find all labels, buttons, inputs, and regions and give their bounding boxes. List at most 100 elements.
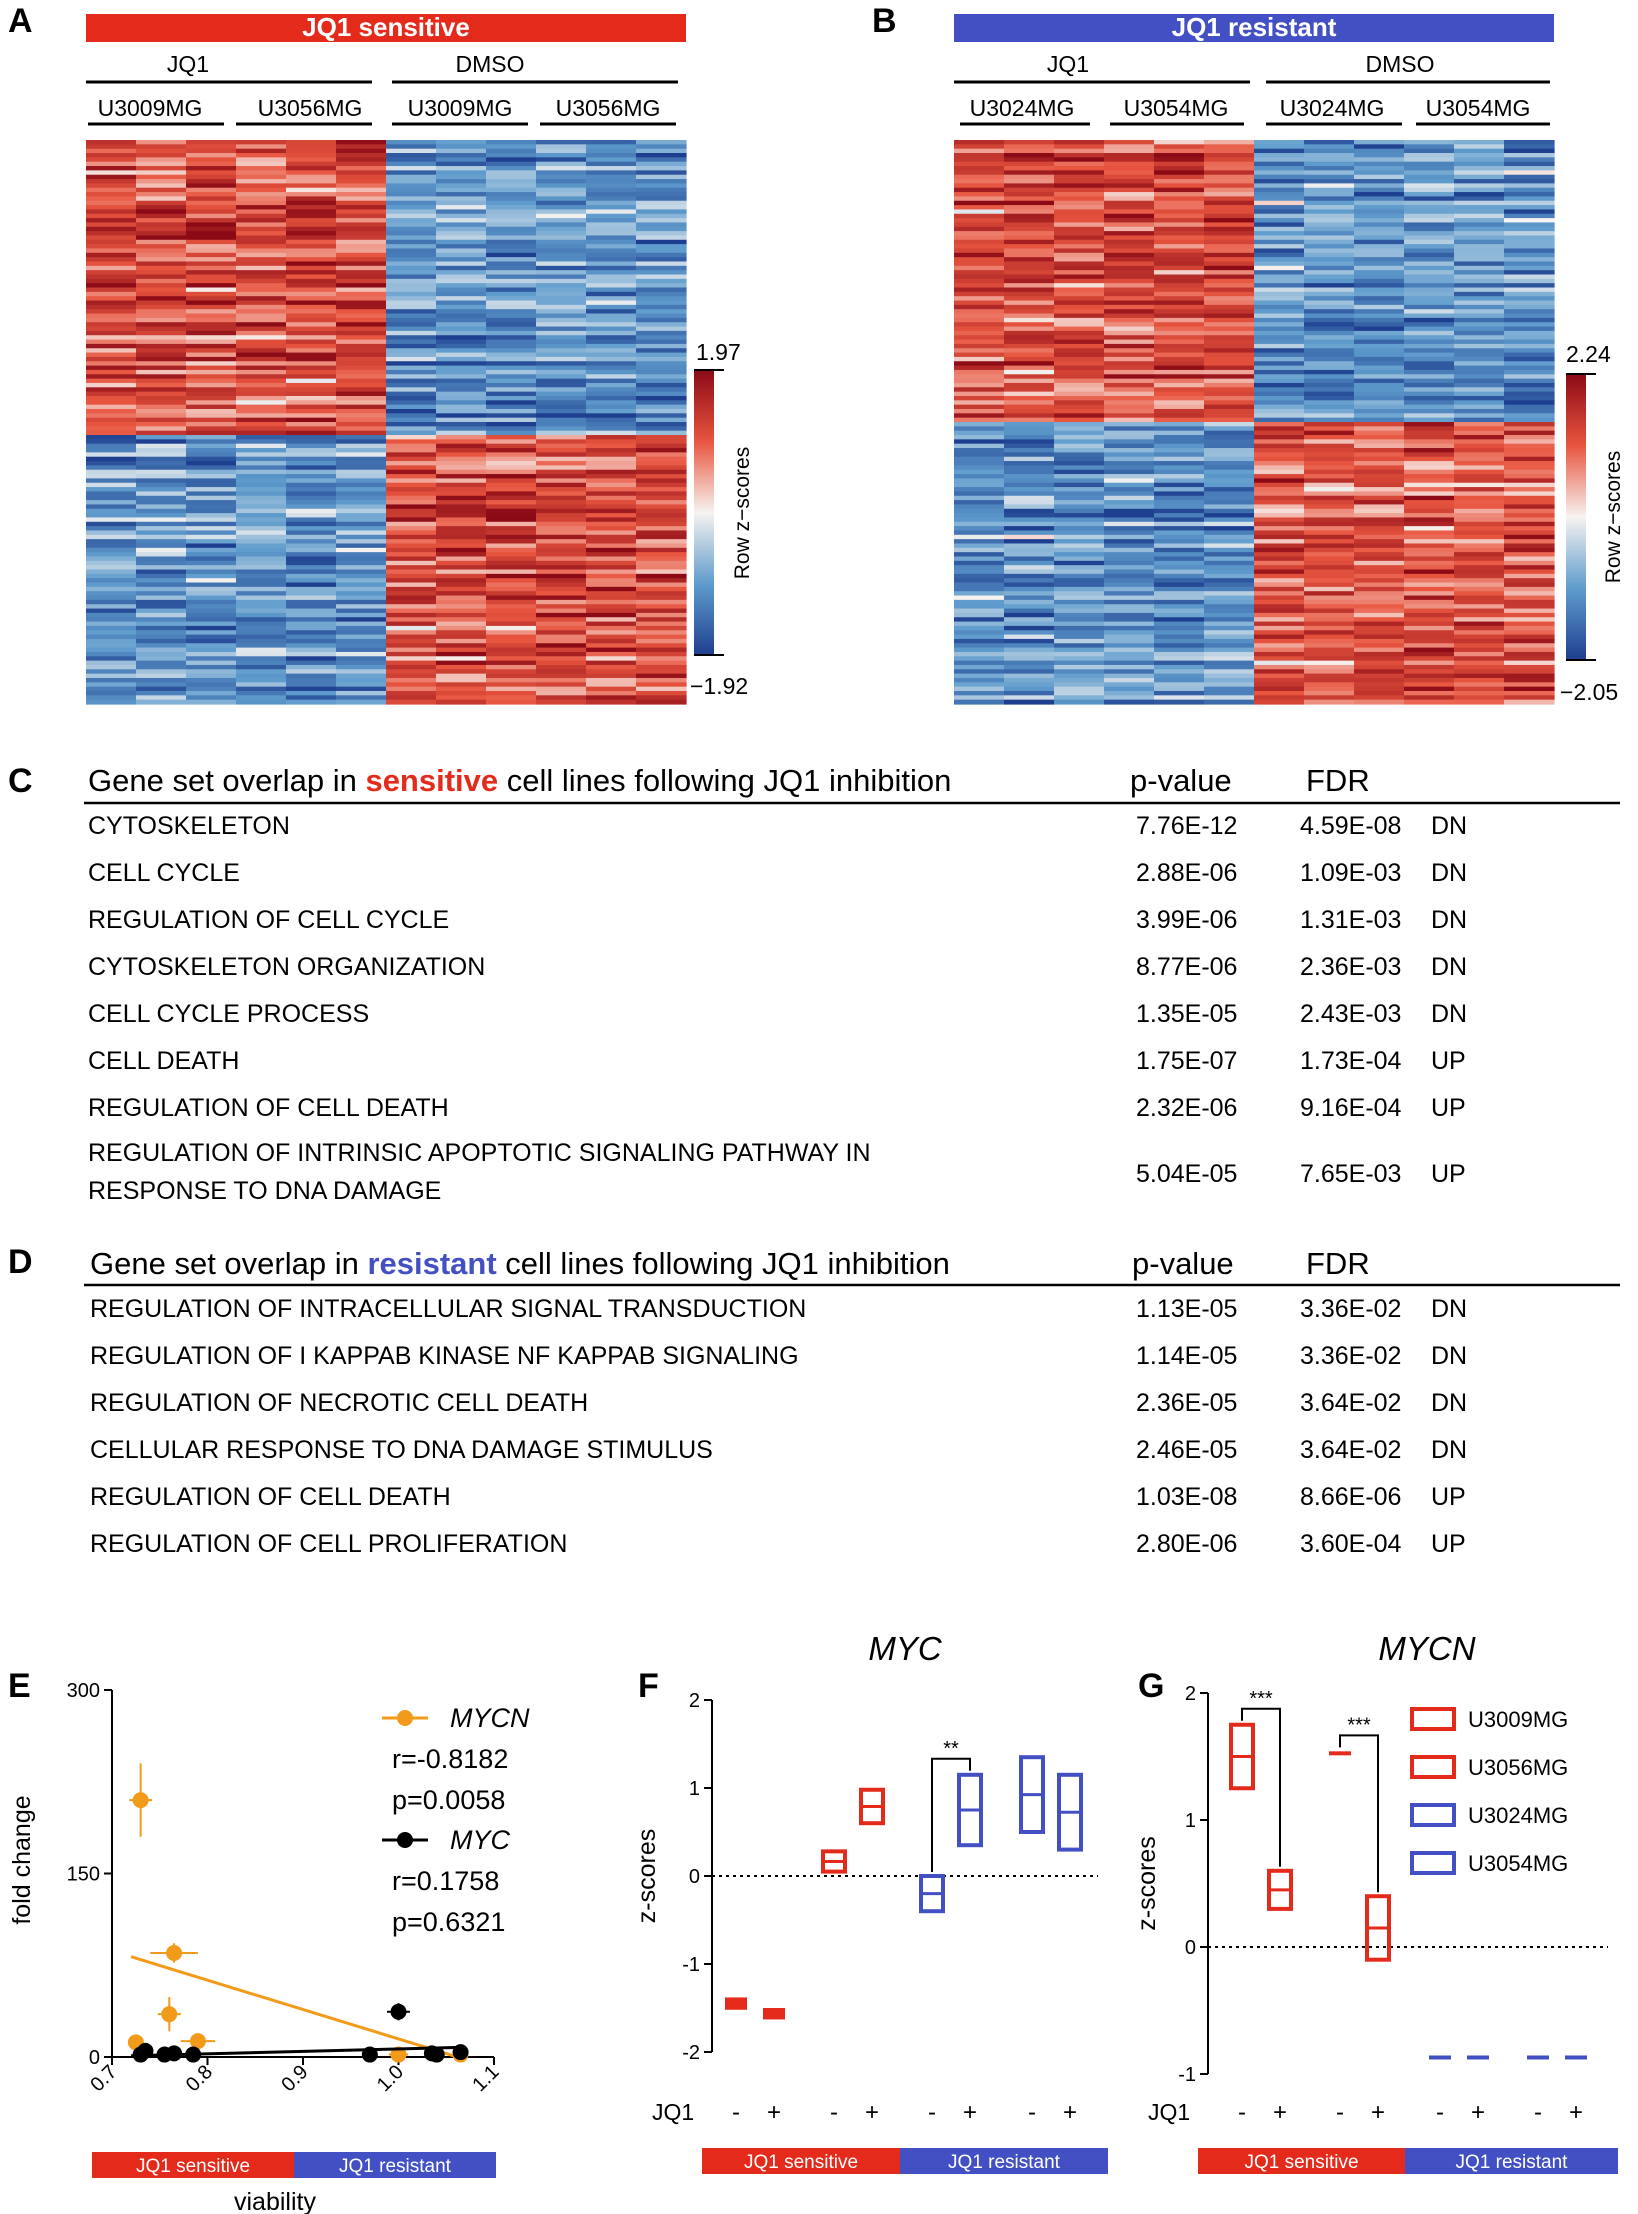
heatmap-cell <box>586 170 637 176</box>
heatmap-cell <box>1104 317 1155 323</box>
heatmap-cell <box>186 283 237 289</box>
heatmap-cell <box>1104 591 1155 597</box>
heatmap-cell <box>1054 556 1105 562</box>
heatmap-cell <box>636 382 687 388</box>
heatmap-cell <box>1204 673 1255 679</box>
heatmap-cell <box>954 278 1005 284</box>
heatmap-cell <box>1454 291 1505 297</box>
heatmap-cell <box>1454 270 1505 276</box>
legend-marker <box>397 1710 413 1726</box>
heatmap-cell <box>136 235 187 241</box>
fdr-value: 1.31E-03 <box>1300 906 1401 934</box>
heatmap-cell <box>1454 617 1505 623</box>
heatmap-cell <box>954 547 1005 553</box>
heatmap-cell <box>1004 448 1055 453</box>
heatmap-cell <box>136 513 187 519</box>
heatmap-cell <box>1404 461 1455 466</box>
heatmap-cell <box>954 144 1005 150</box>
heatmap-cell <box>386 569 437 575</box>
heatmap-cell <box>1004 395 1055 401</box>
heatmap-cell <box>536 400 587 406</box>
heatmap-cell <box>1304 643 1355 649</box>
heatmap-cell <box>386 487 437 493</box>
heatmap-cell <box>636 487 687 493</box>
heatmap-cell <box>436 283 487 289</box>
heatmap-cell <box>386 556 437 562</box>
heatmap-cell <box>636 656 687 662</box>
heatmap-cell <box>1454 369 1505 375</box>
heatmap-cell <box>1504 356 1555 362</box>
heatmap-cell <box>586 608 637 614</box>
heatmap-cell <box>86 413 137 419</box>
heatmap-cell <box>586 322 637 328</box>
y-tick-label: 1 <box>1185 1810 1196 1832</box>
heatmap-cell <box>1004 495 1055 501</box>
heatmap-cell <box>136 387 187 393</box>
heatmap-cell <box>1104 526 1155 532</box>
heatmap-cell <box>536 699 587 705</box>
heatmap-cell <box>1404 140 1455 145</box>
heatmap-cell <box>1154 404 1205 410</box>
heatmap-cell <box>1254 248 1305 254</box>
heatmap-cell <box>436 586 487 592</box>
heatmap-cell <box>1304 209 1355 215</box>
heatmap-cell <box>436 179 487 184</box>
heatmap-cell <box>1254 517 1305 523</box>
heatmap-cell <box>1054 356 1105 362</box>
heatmap-cell <box>536 348 587 354</box>
heatmap-cell <box>486 369 537 375</box>
heatmap-cell <box>1104 664 1155 670</box>
heatmap-cell <box>386 239 437 245</box>
heatmap-cell <box>1354 261 1405 267</box>
heatmap-b <box>954 140 1555 705</box>
heatmap-cell <box>1504 170 1555 176</box>
heatmap-cell <box>1504 578 1555 584</box>
heatmap-cell <box>586 461 637 466</box>
heatmap-cell <box>136 448 187 453</box>
heatmap-cell <box>286 404 337 410</box>
heatmap-cell <box>1254 682 1305 688</box>
heatmap-cell <box>1504 304 1555 310</box>
heatmap-cell <box>1404 474 1455 479</box>
heatmap-cell <box>236 183 287 189</box>
heatmap-cell <box>1154 413 1205 419</box>
heatmap-cell <box>236 209 287 215</box>
heatmap-cell <box>336 222 387 228</box>
heatmap-cell <box>386 612 437 618</box>
heatmap-cell <box>1254 591 1305 597</box>
heatmap-cell <box>536 521 587 527</box>
heatmap-cell <box>1004 335 1055 341</box>
heatmap-cell <box>1004 205 1055 211</box>
heatmap-cell <box>486 595 537 601</box>
heatmap-cell <box>1204 638 1255 644</box>
heatmap-cell <box>1504 664 1555 670</box>
heatmap-cell <box>186 495 237 501</box>
heatmap-cell <box>1254 612 1305 618</box>
heatmap-cell <box>1354 426 1405 432</box>
heatmap-cell <box>386 369 437 375</box>
heatmap-cell <box>1454 374 1505 380</box>
heatmap-cell <box>1504 461 1555 466</box>
heatmap-cell <box>1304 591 1355 597</box>
heatmap-cell <box>1054 252 1105 258</box>
heatmap-cell <box>1454 530 1505 536</box>
heatmap-cell <box>1154 174 1205 180</box>
heatmap-cell <box>1404 296 1455 302</box>
heatmap-cell <box>954 495 1005 501</box>
heatmap-cell <box>1204 656 1255 662</box>
heatmap-cell <box>236 378 287 384</box>
heatmap-cell <box>1254 257 1305 263</box>
heatmap-cell <box>1454 148 1505 154</box>
heatmap-cell <box>1254 361 1305 367</box>
heatmap-cell <box>954 413 1005 419</box>
heatmap-cell <box>1304 560 1355 566</box>
heatmap-cell <box>954 539 1005 545</box>
heatmap-cell <box>186 153 237 158</box>
heatmap-cell <box>86 343 137 349</box>
heatmap-cell <box>1254 200 1305 206</box>
heatmap-cell <box>1104 630 1155 636</box>
heatmap-cell <box>1304 534 1355 540</box>
heatmap-cell <box>1454 595 1505 601</box>
heatmap-cell <box>286 673 337 679</box>
heatmap-cell <box>1204 153 1255 158</box>
